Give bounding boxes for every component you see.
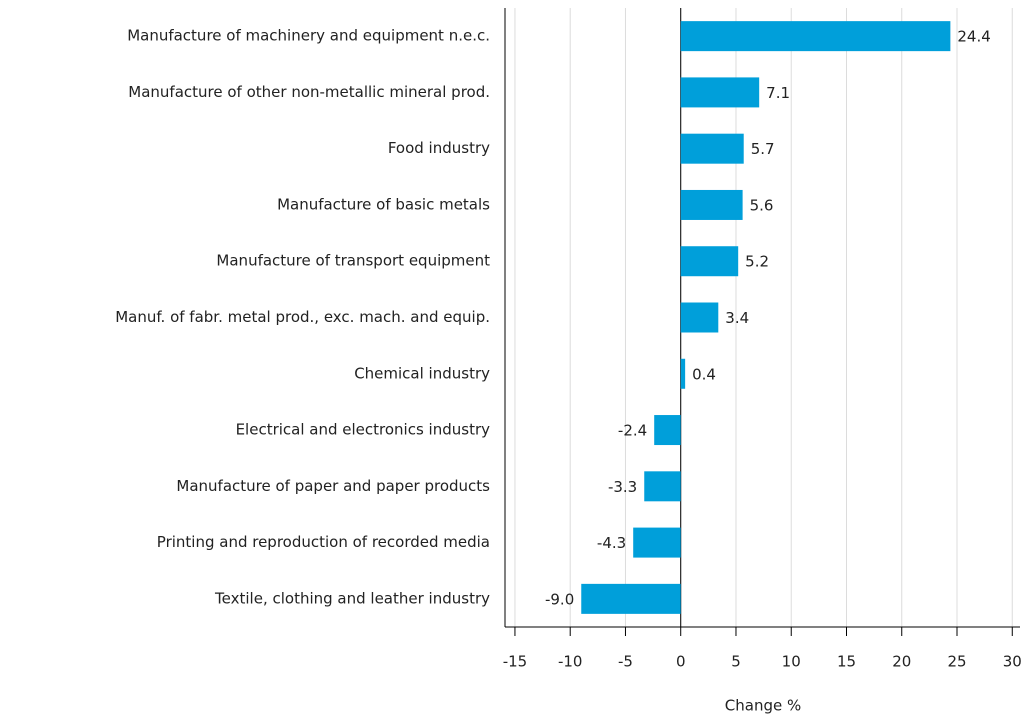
bar	[654, 415, 681, 446]
x-tick-label: 30	[1003, 653, 1022, 671]
value-label: 7.1	[766, 84, 790, 102]
bar	[680, 189, 743, 220]
y-tick-label: Food industry	[388, 139, 490, 157]
x-tick-label: -5	[618, 653, 633, 671]
bar	[581, 583, 681, 614]
y-tick-label: Printing and reproduction of recorded me…	[157, 533, 490, 551]
y-tick-label: Manufacture of paper and paper products	[176, 477, 490, 495]
y-tick-label: Electrical and electronics industry	[236, 421, 491, 439]
value-label: 5.6	[750, 196, 774, 214]
x-tick-label: 10	[782, 653, 801, 671]
value-label: 24.4	[957, 28, 990, 46]
y-tick-label: Manufacture of transport equipment	[216, 252, 490, 270]
x-tick-label: 5	[731, 653, 741, 671]
value-label: 5.7	[751, 140, 775, 158]
x-tick-label: 15	[837, 653, 856, 671]
value-label: -9.0	[545, 590, 574, 608]
bar	[680, 302, 719, 333]
x-tick-label: 25	[947, 653, 966, 671]
value-label: -3.3	[608, 478, 637, 496]
x-tick-label: -10	[558, 653, 583, 671]
y-tick-label: Chemical industry	[354, 364, 490, 382]
x-axis-title: Change %	[725, 697, 801, 715]
value-label: -2.4	[618, 422, 647, 440]
y-tick-label: Textile, clothing and leather industry	[214, 589, 490, 607]
value-label: 3.4	[725, 309, 749, 327]
bar	[644, 471, 681, 502]
x-tick-label: 0	[676, 653, 686, 671]
y-tick-label: Manufacture of other non-metallic minera…	[128, 83, 490, 101]
y-tick-label: Manufacture of machinery and equipment n…	[127, 27, 490, 45]
bar	[680, 77, 760, 108]
value-label: -4.3	[597, 534, 626, 552]
bar	[680, 133, 744, 164]
y-tick-label: Manuf. of fabr. metal prod., exc. mach. …	[115, 308, 490, 326]
value-label: 0.4	[692, 365, 716, 383]
value-label: 5.2	[745, 253, 769, 271]
bar	[633, 527, 681, 558]
bar	[680, 21, 951, 52]
bar	[680, 246, 739, 277]
bar	[680, 358, 686, 389]
x-tick-label: -15	[503, 653, 528, 671]
x-tick-label: 20	[892, 653, 911, 671]
y-tick-label: Manufacture of basic metals	[277, 195, 490, 213]
